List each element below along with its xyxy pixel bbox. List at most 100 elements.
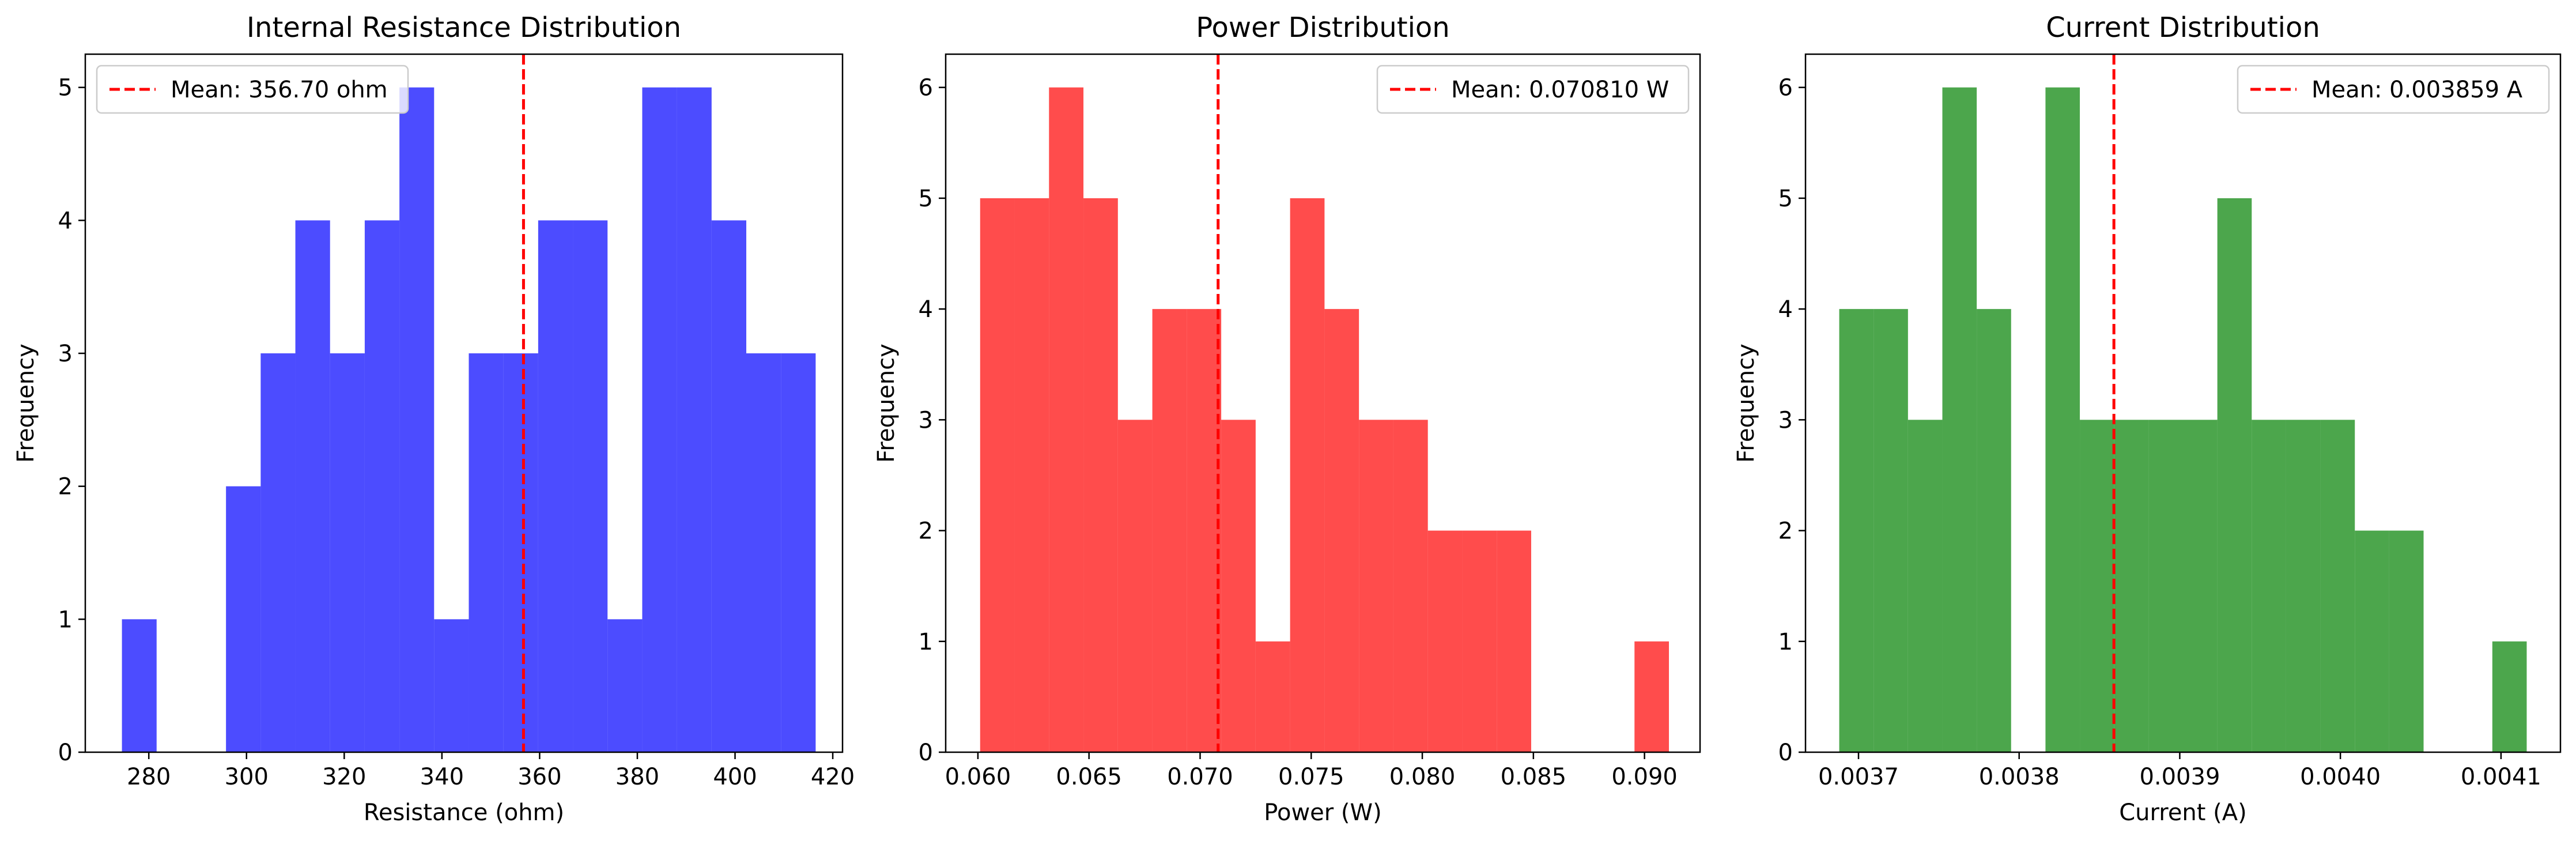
y-tick-label: 6 — [919, 75, 933, 101]
histogram-bar — [677, 87, 712, 753]
histogram-bar — [2148, 420, 2183, 752]
legend-box — [1376, 65, 1690, 114]
x-tick-label: 420 — [811, 764, 855, 790]
x-tick-label: 280 — [127, 764, 171, 790]
y-axis-label: Frequency — [873, 344, 900, 463]
y-tick-label: 0 — [919, 740, 933, 766]
y-tick-label: 5 — [1778, 186, 1793, 212]
x-tick-label: 0.0040 — [2300, 764, 2381, 790]
x-tick-label: 0.0038 — [1979, 764, 2060, 790]
histogram-bar — [1083, 198, 1118, 752]
x-tick-label: 0.080 — [1389, 764, 1456, 790]
histogram-bar — [260, 353, 296, 752]
histogram-bar — [399, 87, 435, 753]
histogram-bar — [573, 220, 608, 752]
histogram-bar — [503, 353, 538, 752]
plot-frame — [945, 53, 1701, 753]
x-tick-label: 0.0039 — [2139, 764, 2220, 790]
y-tick-label: 3 — [919, 407, 933, 433]
legend-label: Mean: 0.003859 A — [2311, 77, 2523, 103]
y-tick-label: 3 — [1778, 407, 1793, 433]
x-tick-label: 0.0041 — [2461, 764, 2541, 790]
histogram-bar — [2320, 420, 2355, 752]
histogram-bar — [711, 220, 746, 752]
y-axis-label: Frequency — [13, 344, 39, 463]
x-axis-label: Resistance (ohm) — [364, 799, 564, 826]
y-tick-label: 5 — [58, 75, 73, 101]
histogram-bar — [746, 353, 781, 752]
histogram-bar — [1634, 641, 1670, 752]
x-tick-label: 400 — [713, 764, 757, 790]
y-tick-label: 2 — [919, 518, 933, 545]
histogram-bar — [1117, 420, 1153, 752]
histogram-bar — [1497, 530, 1531, 752]
y-tick-label: 0 — [58, 740, 73, 766]
histogram-bar — [1324, 309, 1359, 752]
histogram-bar — [781, 353, 816, 752]
histogram-bar — [1014, 198, 1049, 752]
x-tick-label: 0.065 — [1056, 764, 1122, 790]
y-tick-label: 0 — [1778, 740, 1793, 766]
y-tick-label: 1 — [58, 606, 73, 633]
histogram-bar — [2252, 420, 2286, 752]
histogram-bar — [1393, 420, 1428, 752]
histogram-bar — [2114, 420, 2149, 752]
legend-box — [2237, 65, 2550, 114]
histogram-bar — [364, 220, 400, 752]
plot-frame — [1804, 53, 2562, 753]
histogram-bar — [1187, 309, 1222, 752]
histogram-bar — [980, 198, 1015, 752]
histogram-bar — [434, 619, 469, 752]
histogram-bar — [2217, 198, 2252, 752]
histogram-bar — [2389, 530, 2424, 752]
chart-title: Current Distribution — [2046, 12, 2320, 44]
x-tick-label: 360 — [518, 764, 561, 790]
histogram-bar — [1427, 530, 1463, 752]
histogram-bar — [2492, 641, 2527, 752]
y-tick-label: 1 — [919, 629, 933, 655]
histogram-bar — [2045, 87, 2080, 753]
x-tick-label: 0.070 — [1167, 764, 1233, 790]
resistance-histogram: 280 300 320 340 360 380 400 420 0 1 2 3 4 5 Internal R… — [13, 12, 855, 826]
plot-frame — [84, 53, 844, 753]
histogram-bar — [1839, 309, 1874, 752]
histogram-bar — [295, 220, 330, 752]
histogram-bar — [469, 353, 504, 752]
y-tick-label: 2 — [58, 474, 73, 500]
y-tick-label: 4 — [919, 296, 933, 323]
histogram-bar — [1874, 309, 1908, 752]
histogram-bar — [1942, 87, 1977, 753]
x-tick-label: 340 — [420, 764, 464, 790]
histogram-bar — [2080, 420, 2114, 752]
y-tick-label: 4 — [1778, 296, 1793, 323]
x-tick-label: 0.085 — [1501, 764, 1567, 790]
x-tick-label: 0.060 — [945, 764, 1011, 790]
histogram-bar — [607, 619, 643, 752]
legend-label: Mean: 356.70 ohm — [171, 77, 388, 103]
legend-box — [96, 65, 409, 114]
chart-title: Internal Resistance Distribution — [247, 12, 681, 44]
histogram-bar — [1908, 420, 1943, 752]
chart-title: Power Distribution — [1196, 12, 1449, 44]
y-axis-label: Frequency — [1733, 344, 1759, 463]
x-axis-label: Current (A) — [2119, 799, 2247, 826]
histogram-bar — [1152, 309, 1187, 752]
histogram-bar — [1359, 420, 1393, 752]
x-tick-label: 380 — [615, 764, 659, 790]
histogram-bar — [538, 220, 573, 752]
x-tick-label: 320 — [322, 764, 366, 790]
histogram-bar — [1221, 420, 1256, 752]
histogram-bar — [2183, 420, 2218, 752]
histogram-bar — [642, 87, 677, 753]
histogram-bar — [2355, 530, 2389, 752]
histogram-bar — [1977, 309, 2011, 752]
histogram-bar — [1290, 198, 1325, 752]
x-tick-label: 0.090 — [1611, 764, 1678, 790]
x-axis-label: Power (W) — [1264, 799, 1381, 826]
y-tick-label: 3 — [58, 341, 73, 367]
y-tick-label: 1 — [1778, 629, 1793, 655]
y-tick-label: 5 — [919, 186, 933, 212]
histogram-bar — [2286, 420, 2321, 752]
histogram-bar — [1049, 87, 1084, 753]
x-tick-label: 0.075 — [1278, 764, 1344, 790]
